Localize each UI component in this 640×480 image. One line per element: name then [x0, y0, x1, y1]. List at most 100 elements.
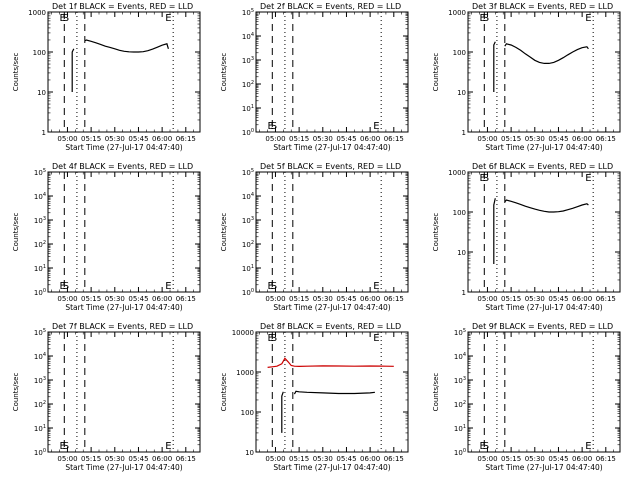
panel-title: Det 8f BLACK = Events, RED = LLD	[260, 322, 401, 331]
y-axis-label: Counts/sec	[220, 373, 228, 412]
y-tick-label: 104	[242, 32, 254, 41]
y-tick-label: 104	[34, 352, 46, 361]
x-tick-label: 05:30	[525, 295, 545, 303]
x-tick-label: 05:30	[105, 295, 125, 303]
y-tick-label: 100	[33, 49, 46, 57]
plot-frame	[467, 331, 621, 453]
x-tick-label: 06:15	[384, 455, 404, 463]
detector-panel: Det 2f BLACK = Events, RED = LLD 100 101 10…	[220, 2, 409, 152]
event-marker-label: S	[63, 13, 69, 24]
events-series-line	[493, 41, 496, 92]
y-tick-label: 10	[37, 89, 46, 97]
detector-panel: Det 6f BLACK = Events, RED = LLD 1 10 100 10…	[432, 162, 621, 312]
x-tick-label: 06:00	[572, 135, 592, 143]
panel-title: Det 4f BLACK = Events, RED = LLD	[52, 162, 193, 171]
x-tick-label: 05:15	[501, 455, 521, 463]
y-tick-label: 105	[242, 8, 254, 17]
x-tick-label: 05:45	[128, 295, 148, 303]
x-tick-label: 06:00	[360, 455, 380, 463]
panel-title: Det 2f BLACK = Events, RED = LLD	[260, 2, 401, 11]
lld-series-line	[267, 357, 394, 368]
x-tick-label: 06:00	[572, 295, 592, 303]
y-tick-label: 1000	[448, 169, 466, 177]
event-marker-label: E	[268, 121, 274, 132]
event-marker-label: E	[480, 441, 486, 452]
x-tick-label: 05:15	[289, 135, 309, 143]
y-tick-label: 100	[34, 288, 46, 297]
x-tick-label: 05:15	[289, 295, 309, 303]
y-axis-label: Counts/sec	[432, 213, 440, 252]
x-tick-label: 05:45	[128, 135, 148, 143]
panel-title: Det 3f BLACK = Events, RED = LLD	[472, 2, 613, 11]
y-tick-label: 100	[241, 409, 254, 417]
event-marker-label: S	[271, 121, 277, 132]
y-tick-label: 10	[457, 89, 466, 97]
x-axis-label: Start Time (27-Jul-17 04:47:40)	[65, 143, 182, 152]
plot-frame	[255, 171, 409, 293]
y-tick-label: 100	[453, 49, 466, 57]
x-tick-label: 06:00	[152, 135, 172, 143]
y-tick-label: 100	[453, 209, 466, 217]
x-tick-label: 05:00	[57, 135, 77, 143]
y-axis-label: Counts/sec	[12, 373, 20, 412]
event-marker-label: E	[268, 333, 274, 344]
x-tick-label: 05:45	[548, 295, 568, 303]
y-tick-label: 1000	[448, 9, 466, 17]
x-tick-label: 05:45	[336, 135, 356, 143]
y-tick-label: 102	[454, 400, 466, 409]
y-tick-label: 10	[245, 449, 254, 457]
plot-frame	[47, 171, 201, 293]
detector-panel: Det 1f BLACK = Events, RED = LLD 1 10 100 10…	[12, 2, 201, 152]
event-marker-label: S	[483, 13, 489, 24]
x-axis-label: Start Time (27-Jul-17 04:47:40)	[485, 463, 602, 472]
event-marker-label: S	[271, 333, 277, 344]
x-tick-label: 06:15	[176, 135, 196, 143]
y-tick-label: 102	[242, 80, 254, 89]
panel-title: Det 9f BLACK = Events, RED = LLD	[472, 322, 613, 331]
x-tick-label: 05:15	[501, 295, 521, 303]
y-axis-label: Counts/sec	[12, 213, 20, 252]
panel-title: Det 6f BLACK = Events, RED = LLD	[472, 162, 613, 171]
x-tick-label: 05:30	[525, 455, 545, 463]
y-tick-label: 100	[242, 288, 254, 297]
detector-panel: Det 9f BLACK = Events, RED = LLD 100 101 10…	[432, 322, 621, 472]
event-marker-label: E	[60, 441, 66, 452]
x-tick-label: 05:45	[128, 455, 148, 463]
y-tick-label: 100	[454, 448, 466, 457]
x-tick-label: 05:00	[477, 295, 497, 303]
x-tick-label: 05:00	[265, 295, 285, 303]
y-axis-label: Counts/sec	[220, 53, 228, 92]
y-tick-label: 102	[242, 240, 254, 249]
y-tick-label: 1000	[236, 369, 254, 377]
detector-panel: Det 5f BLACK = Events, RED = LLD 100 101 10…	[220, 162, 409, 312]
x-tick-label: 05:45	[336, 295, 356, 303]
x-tick-label: 06:00	[152, 455, 172, 463]
x-tick-label: 05:30	[105, 135, 125, 143]
y-tick-label: 100	[242, 128, 254, 137]
x-tick-label: 05:00	[57, 455, 77, 463]
x-tick-label: 05:15	[501, 135, 521, 143]
x-axis-label: Start Time (27-Jul-17 04:47:40)	[65, 303, 182, 312]
panel-title: Det 7f BLACK = Events, RED = LLD	[52, 322, 193, 331]
x-tick-label: 05:00	[57, 295, 77, 303]
x-tick-label: 05:15	[81, 455, 101, 463]
y-tick-label: 10	[457, 249, 466, 257]
event-marker-label: E	[585, 441, 591, 452]
event-marker-label: E	[60, 13, 66, 24]
event-marker-label: E	[165, 441, 171, 452]
events-series-line	[504, 43, 589, 65]
x-tick-label: 05:45	[548, 135, 568, 143]
event-marker-label: E	[373, 121, 379, 132]
x-axis-label: Start Time (27-Jul-17 04:47:40)	[65, 463, 182, 472]
y-tick-label: 104	[454, 352, 466, 361]
y-tick-label: 105	[34, 328, 46, 337]
x-tick-label: 06:15	[176, 455, 196, 463]
y-tick-label: 103	[34, 376, 46, 385]
event-marker-label: E	[60, 281, 66, 292]
x-tick-label: 05:00	[265, 455, 285, 463]
x-tick-label: 05:45	[336, 455, 356, 463]
event-marker-label: S	[63, 281, 69, 292]
events-series-line	[84, 39, 169, 53]
x-tick-label: 06:00	[572, 455, 592, 463]
y-tick-label: 101	[34, 264, 46, 273]
